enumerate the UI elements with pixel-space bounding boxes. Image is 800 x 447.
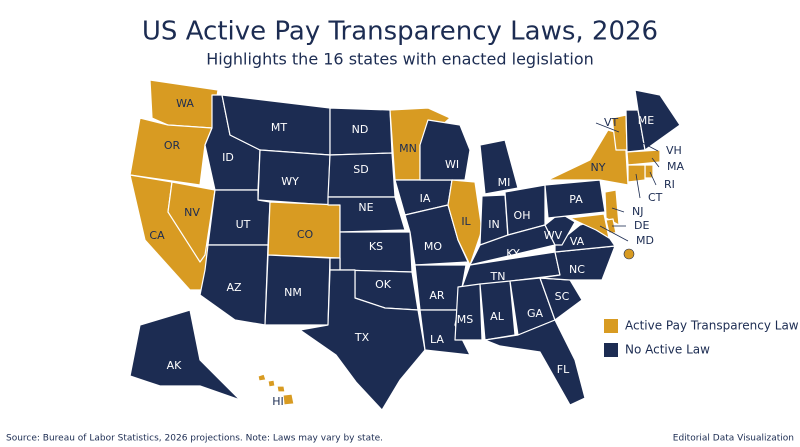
credit: Editorial Data Visualization [673, 434, 794, 444]
state-label: IN [488, 218, 499, 231]
state-label: RI [664, 178, 675, 191]
state-label: ND [352, 123, 369, 136]
leader-line [599, 225, 629, 242]
state-label: PA [569, 193, 583, 206]
state-label: HI [272, 395, 284, 408]
leader-line [651, 157, 660, 168]
state-label: AL [490, 310, 505, 323]
state-label: NJ [632, 205, 643, 218]
state-label: UT [236, 218, 251, 231]
state-label: ID [222, 151, 234, 164]
state-label: MA [667, 160, 684, 173]
state-label: SC [555, 290, 570, 303]
state [626, 149, 661, 166]
state-label: GA [527, 307, 544, 320]
state [257, 373, 267, 382]
state-label: CO [297, 228, 314, 241]
state-label: IL [461, 215, 471, 228]
state [544, 179, 606, 219]
state-label: LA [430, 333, 444, 346]
state [634, 89, 681, 151]
state [299, 269, 426, 411]
state-label: DE [634, 219, 649, 232]
state-label: TX [354, 331, 370, 344]
leader-line [595, 122, 620, 133]
state-label: OK [375, 278, 392, 291]
state-label: MT [271, 121, 287, 134]
state-label: NC [569, 263, 585, 276]
state-label: SD [353, 163, 368, 176]
state-label: ME [638, 114, 654, 127]
state [484, 319, 586, 406]
state-label: CT [648, 191, 663, 204]
state-label: MO [424, 240, 442, 253]
state [605, 218, 617, 234]
state-label: AK [167, 359, 183, 372]
state-label: AR [429, 289, 445, 302]
state-label: CA [149, 229, 165, 242]
state [569, 213, 610, 239]
legend-label: Active Pay Transparency Law [625, 319, 799, 333]
legend-label: No Active Law [625, 343, 710, 357]
leader-line [611, 207, 625, 213]
state-label: WY [281, 175, 299, 188]
subtitle: Highlights the 16 states with enacted le… [206, 50, 594, 69]
title: US Active Pay Transparency Laws, 2026 [142, 17, 658, 47]
state-label: VA [570, 235, 585, 248]
state [276, 385, 286, 393]
state-label: WA [176, 97, 194, 110]
state [419, 119, 471, 181]
state [479, 139, 519, 195]
map [129, 79, 681, 411]
state-label: NE [358, 201, 373, 214]
state-label: MN [399, 142, 417, 155]
leader-line [636, 139, 659, 152]
state-label: FL [557, 363, 570, 376]
state-label: MI [498, 176, 511, 189]
state-label: AZ [226, 281, 242, 294]
state-label: OR [164, 139, 181, 152]
marker-dot [623, 248, 635, 260]
leader-line [649, 171, 657, 186]
state [129, 309, 241, 401]
state-label: MD [636, 234, 654, 247]
state-label: VH [666, 144, 682, 157]
state-label: VT [604, 116, 619, 129]
state-label: KS [369, 240, 383, 253]
state [604, 189, 620, 226]
state [282, 393, 295, 406]
state-label: NY [591, 161, 606, 174]
state-label: OH [514, 209, 531, 222]
state-label: NV [184, 206, 200, 219]
legend-swatch [604, 319, 618, 333]
state-label: MS [457, 313, 473, 326]
state-label: IA [420, 192, 431, 205]
state [267, 379, 276, 388]
state-label: NM [284, 286, 302, 299]
state-label: TN [490, 270, 506, 283]
legend-swatch [604, 343, 618, 357]
state [454, 283, 483, 341]
state [167, 181, 216, 263]
source: Source: Bureau of Labor Statistics, 2026… [6, 434, 383, 444]
state-label: KY [506, 247, 520, 260]
state-label: WV [544, 229, 563, 242]
leader-line [635, 173, 641, 199]
state-label: WI [445, 158, 459, 171]
state [627, 164, 646, 183]
